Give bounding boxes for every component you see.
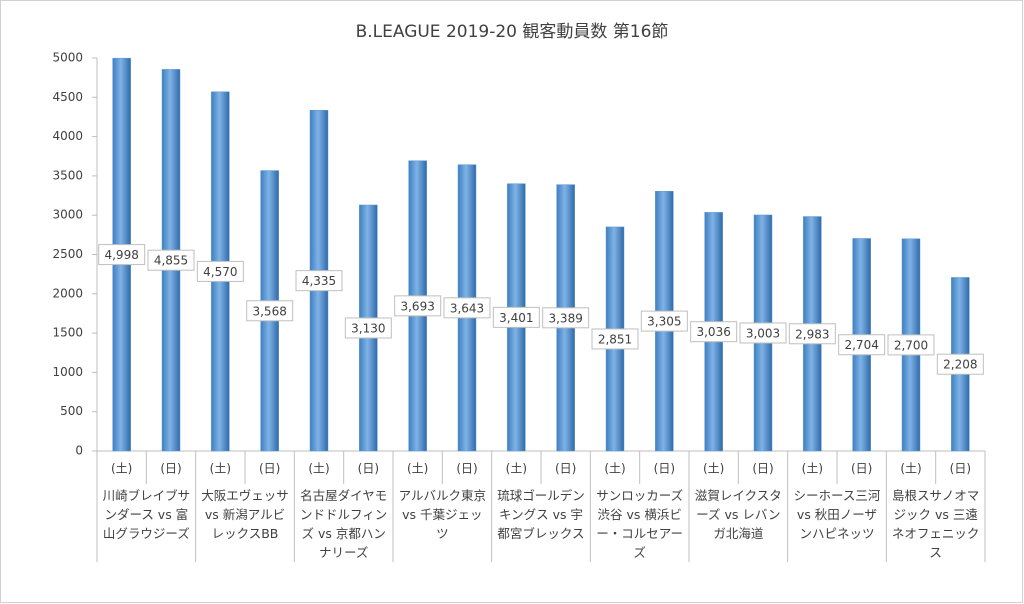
y-tick-label: 4500 — [52, 90, 83, 104]
group-label: 大阪エヴェッサ vs 新潟アルビレックスBB — [201, 488, 289, 541]
x-tick-label: (日) — [555, 462, 576, 476]
x-tick-label: (土) — [111, 462, 132, 476]
data-label-box — [690, 321, 738, 343]
data-label-box — [147, 249, 195, 271]
data-label: 2,208 — [943, 358, 977, 372]
data-label: 3,568 — [252, 304, 286, 318]
data-label-box — [887, 334, 935, 356]
data-label: 3,401 — [499, 311, 533, 325]
x-tick-label: (日) — [259, 462, 280, 476]
group-label: 琉球ゴールデンキングス vs 宇都宮ブレックス — [497, 488, 585, 541]
data-label: 3,643 — [450, 301, 484, 315]
data-label: 2,700 — [894, 338, 928, 352]
data-label-box — [394, 295, 442, 317]
data-label: 3,003 — [746, 326, 780, 340]
data-label-box — [246, 300, 294, 322]
data-label: 3,693 — [400, 299, 434, 313]
data-label: 4,855 — [154, 254, 188, 268]
y-tick-label: 4000 — [52, 129, 83, 143]
data-label: 4,335 — [302, 274, 336, 288]
x-tick-label: (日) — [950, 462, 971, 476]
data-label-box — [344, 317, 392, 339]
x-tick-label: (日) — [456, 462, 477, 476]
data-label: 4,570 — [203, 265, 237, 279]
data-label-box — [591, 328, 639, 350]
x-tick-label: (日) — [160, 462, 181, 476]
data-label-box — [295, 270, 343, 292]
x-tick-label: (土) — [308, 462, 329, 476]
data-label-box — [838, 334, 886, 356]
group-label: 島根スサノオマジック vs 三遠ネオフェニックス — [891, 488, 980, 560]
x-tick-label: (日) — [851, 462, 872, 476]
data-label: 2,704 — [844, 338, 878, 352]
y-tick-label: 500 — [60, 404, 83, 418]
data-label-box — [98, 244, 146, 266]
data-label-box — [196, 260, 244, 282]
x-tick-label: (土) — [210, 462, 231, 476]
data-label: 3,130 — [351, 321, 385, 335]
y-tick-label: 3000 — [52, 208, 83, 222]
data-label-box — [492, 306, 540, 328]
y-tick-label: 3500 — [52, 168, 83, 182]
group-label: 滋賀レイクスターズ vs レバンガ北海道 — [694, 488, 782, 541]
data-label-box — [542, 307, 590, 329]
group-label: アルバルク東京 vs 千葉ジェッツ — [398, 488, 487, 541]
data-label-box — [443, 297, 491, 319]
group-label: 川崎ブレイブサンダース vs 富山グラウジーズ — [102, 488, 191, 541]
x-tick-label: (日) — [358, 462, 379, 476]
x-tick-label: (日) — [752, 462, 773, 476]
data-label: 3,389 — [548, 311, 582, 325]
y-tick-label: 1500 — [52, 326, 83, 340]
data-label-box — [788, 323, 836, 345]
data-label: 2,851 — [598, 332, 632, 346]
data-label: 4,998 — [104, 248, 138, 262]
x-tick-label: (土) — [900, 462, 921, 476]
data-label: 3,036 — [696, 325, 730, 339]
x-tick-label: (土) — [506, 462, 527, 476]
data-label-box — [739, 322, 787, 344]
y-tick-label: 5000 — [52, 51, 83, 65]
x-tick-label: (土) — [703, 462, 724, 476]
x-tick-label: (土) — [407, 462, 428, 476]
y-tick-label: 2000 — [52, 286, 83, 300]
data-label: 2,983 — [795, 327, 829, 341]
group-label: 名古屋ダイヤモンドドルフィンズ vs 京都ハンナリーズ — [300, 488, 388, 560]
x-tick-label: (土) — [802, 462, 823, 476]
y-tick-label: 0 — [75, 444, 83, 458]
group-label: シーホース三河 vs 秋田ノーザンハピネッツ — [793, 488, 881, 541]
chart-title: B.LEAGUE 2019-20 観客動員数 第16節 — [356, 22, 669, 42]
data-label-box — [936, 353, 984, 375]
data-label-box — [640, 310, 688, 332]
group-label: サンロッカーズ渋谷 vs 横浜ビー・コルセアーズ — [596, 488, 684, 560]
y-tick-label: 2500 — [52, 247, 83, 261]
data-label: 3,305 — [647, 315, 681, 329]
x-tick-label: (土) — [604, 462, 625, 476]
x-tick-label: (日) — [654, 462, 675, 476]
y-tick-label: 1000 — [52, 365, 83, 379]
